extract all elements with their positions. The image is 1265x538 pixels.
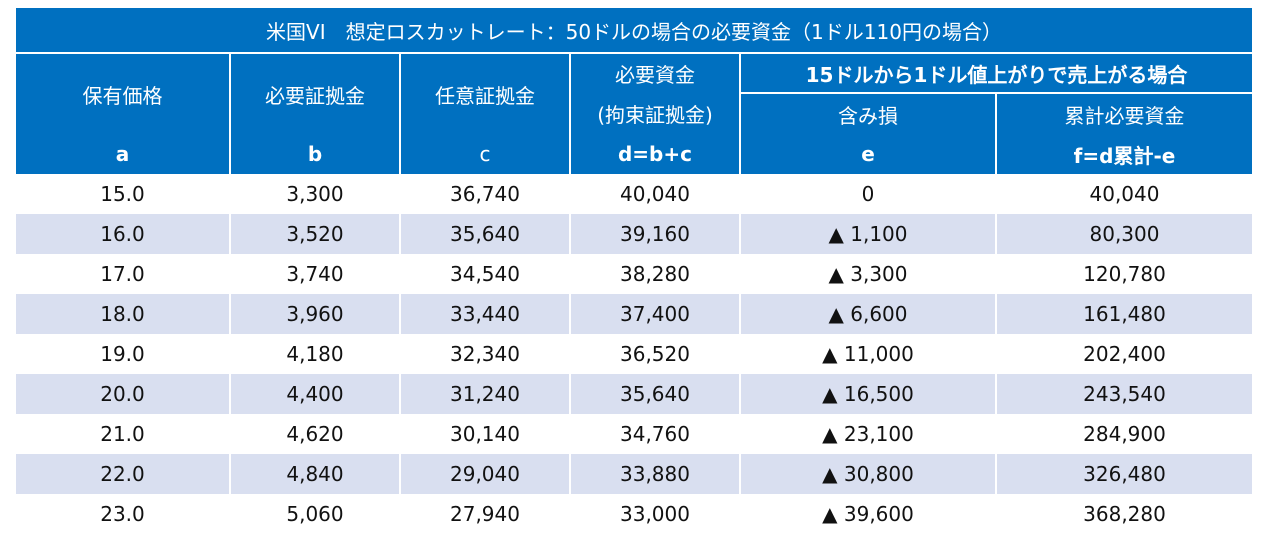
cell-required-margin: 3,520	[230, 214, 401, 254]
required-funds-table: 米国VI 想定ロスカットレート：50ドルの場合の必要資金（1ドル110円の場合）…	[16, 8, 1252, 534]
cell-required-margin: 3,740	[230, 254, 401, 294]
cell-required-funds: 33,000	[570, 494, 741, 534]
cell-holding-price: 20.0	[16, 374, 231, 414]
cell-unrealized-loss: ▲ 6,600	[740, 294, 997, 334]
cell-cumulative-funds: 284,900	[996, 414, 1252, 454]
table-row: 20.0 4,400 31,240 35,640 ▲ 16,500 243,54…	[16, 374, 1252, 414]
formula-d: d=b+c	[570, 134, 741, 174]
cell-cumulative-funds: 120,780	[996, 254, 1252, 294]
cell-required-funds: 37,400	[570, 294, 741, 334]
cell-unrealized-loss: ▲ 23,100	[740, 414, 997, 454]
table-row: 17.0 3,740 34,540 38,280 ▲ 3,300 120,780	[16, 254, 1252, 294]
cell-optional-margin: 31,240	[400, 374, 571, 414]
cell-required-funds: 35,640	[570, 374, 741, 414]
header-optional-margin: 任意証拠金	[400, 53, 571, 134]
cell-required-margin: 3,960	[230, 294, 401, 334]
cell-optional-margin: 36,740	[400, 174, 571, 214]
cell-unrealized-loss: ▲ 1,100	[740, 214, 997, 254]
table-row: 23.0 5,060 27,940 33,000 ▲ 39,600 368,28…	[16, 494, 1252, 534]
cell-cumulative-funds: 243,540	[996, 374, 1252, 414]
cell-unrealized-loss: ▲ 3,300	[740, 254, 997, 294]
header-required-margin: 必要証拠金	[230, 53, 401, 134]
header-scenario: 15ドルから1ドル値上がりで売上がる場合	[740, 53, 1252, 94]
cell-required-margin: 4,620	[230, 414, 401, 454]
cell-unrealized-loss: 0	[740, 174, 997, 214]
formula-f: f=d累計-e	[996, 134, 1252, 174]
cell-holding-price: 18.0	[16, 294, 231, 334]
cell-required-margin: 4,180	[230, 334, 401, 374]
cell-holding-price: 17.0	[16, 254, 231, 294]
table-row: 15.0 3,300 36,740 40,040 0 40,040	[16, 174, 1252, 214]
formula-b: b	[230, 134, 401, 174]
cell-optional-margin: 34,540	[400, 254, 571, 294]
cell-optional-margin: 29,040	[400, 454, 571, 494]
cell-holding-price: 16.0	[16, 214, 231, 254]
header-required-funds-sub: (拘束証拠金)	[570, 93, 741, 134]
cell-holding-price: 22.0	[16, 454, 231, 494]
cell-required-margin: 5,060	[230, 494, 401, 534]
cell-required-funds: 33,880	[570, 454, 741, 494]
cell-holding-price: 19.0	[16, 334, 231, 374]
table-row: 18.0 3,960 33,440 37,400 ▲ 6,600 161,480	[16, 294, 1252, 334]
cell-optional-margin: 33,440	[400, 294, 571, 334]
cell-unrealized-loss: ▲ 30,800	[740, 454, 997, 494]
table-row: 22.0 4,840 29,040 33,880 ▲ 30,800 326,48…	[16, 454, 1252, 494]
table-body: 15.0 3,300 36,740 40,040 0 40,040 16.0 3…	[16, 174, 1252, 534]
cell-unrealized-loss: ▲ 11,000	[740, 334, 997, 374]
cell-cumulative-funds: 40,040	[996, 174, 1252, 214]
cell-required-funds: 38,280	[570, 254, 741, 294]
cell-required-funds: 36,520	[570, 334, 741, 374]
cell-required-margin: 3,300	[230, 174, 401, 214]
table-row: 16.0 3,520 35,640 39,160 ▲ 1,100 80,300	[16, 214, 1252, 254]
cell-holding-price: 15.0	[16, 174, 231, 214]
cell-optional-margin: 35,640	[400, 214, 571, 254]
table-row: 21.0 4,620 30,140 34,760 ▲ 23,100 284,90…	[16, 414, 1252, 454]
table-container: 米国VI 想定ロスカットレート：50ドルの場合の必要資金（1ドル110円の場合）…	[16, 8, 1252, 534]
cell-optional-margin: 32,340	[400, 334, 571, 374]
table-row: 19.0 4,180 32,340 36,520 ▲ 11,000 202,40…	[16, 334, 1252, 374]
cell-cumulative-funds: 80,300	[996, 214, 1252, 254]
cell-required-funds: 34,760	[570, 414, 741, 454]
header-cumulative-funds: 累計必要資金	[996, 93, 1252, 134]
formula-e: e	[740, 134, 997, 174]
cell-required-margin: 4,400	[230, 374, 401, 414]
cell-optional-margin: 27,940	[400, 494, 571, 534]
table-title: 米国VI 想定ロスカットレート：50ドルの場合の必要資金（1ドル110円の場合）	[16, 8, 1252, 54]
header-required-funds: 必要資金	[570, 53, 741, 93]
cell-required-funds: 40,040	[570, 174, 741, 214]
header-holding-price: 保有価格	[16, 53, 231, 134]
cell-cumulative-funds: 161,480	[996, 294, 1252, 334]
cell-optional-margin: 30,140	[400, 414, 571, 454]
cell-required-margin: 4,840	[230, 454, 401, 494]
formula-c: c	[400, 134, 571, 174]
cell-required-funds: 39,160	[570, 214, 741, 254]
header-unrealized-loss: 含み損	[740, 93, 997, 134]
formula-a: a	[16, 134, 231, 174]
cell-cumulative-funds: 326,480	[996, 454, 1252, 494]
cell-cumulative-funds: 202,400	[996, 334, 1252, 374]
cell-unrealized-loss: ▲ 39,600	[740, 494, 997, 534]
cell-unrealized-loss: ▲ 16,500	[740, 374, 997, 414]
cell-holding-price: 23.0	[16, 494, 231, 534]
cell-holding-price: 21.0	[16, 414, 231, 454]
cell-cumulative-funds: 368,280	[996, 494, 1252, 534]
